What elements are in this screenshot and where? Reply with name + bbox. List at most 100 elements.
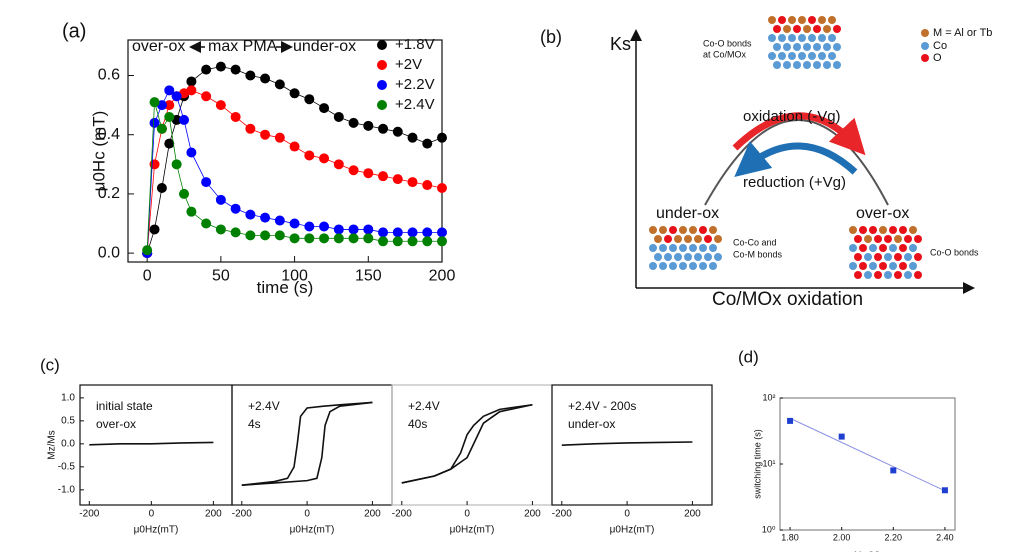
- atom: [704, 253, 712, 261]
- atom: [783, 43, 791, 51]
- atom: [768, 34, 776, 42]
- x-tick-label: 0: [464, 509, 470, 520]
- atom: [884, 271, 892, 279]
- y-axis-label: Mz/Ms: [47, 430, 58, 459]
- data-point: [319, 153, 330, 164]
- atom: [909, 262, 917, 270]
- x-tick-label: -200: [232, 509, 252, 520]
- reduction-arrow: [734, 141, 858, 177]
- y-axis-label: Ks: [610, 34, 631, 54]
- data-point: [319, 233, 330, 244]
- data-point: [392, 227, 403, 238]
- data-point: [392, 236, 403, 247]
- atom: [689, 262, 697, 270]
- legend-marker: [377, 100, 387, 110]
- atom: [793, 43, 801, 51]
- x-tick-label: 50: [212, 268, 230, 285]
- atom: [854, 271, 862, 279]
- atom: [783, 61, 791, 69]
- atom: [899, 244, 907, 252]
- atom: [879, 262, 887, 270]
- data-point: [319, 221, 330, 232]
- atom: [709, 244, 717, 252]
- atom: [818, 16, 826, 24]
- annotation: +2.4V - 200s: [568, 399, 636, 413]
- data-point: [437, 132, 447, 143]
- atom: [664, 235, 672, 243]
- atom: [914, 253, 922, 261]
- atom: [773, 61, 781, 69]
- data-point: [164, 111, 175, 122]
- data-point: [245, 123, 256, 134]
- data-point: [304, 150, 315, 161]
- atom: [854, 235, 862, 243]
- atom: [788, 34, 796, 42]
- oxidation-label: oxidation (-Vg): [743, 108, 841, 125]
- data-point: [164, 85, 175, 96]
- data-point: [422, 180, 433, 191]
- atom: [828, 34, 836, 42]
- atom: [899, 262, 907, 270]
- atom: [714, 235, 722, 243]
- atom: [849, 244, 857, 252]
- key-dot: [921, 29, 929, 37]
- data-point: [422, 138, 433, 149]
- data-point: [319, 103, 330, 114]
- x-tick-label: 200: [364, 509, 381, 520]
- atom: [894, 253, 902, 261]
- data-point: [392, 174, 403, 185]
- data-point: [230, 64, 241, 75]
- atom: [823, 61, 831, 69]
- oxidation-arrow: [732, 112, 866, 156]
- y-tick-label: 0.5: [61, 416, 75, 427]
- atom: [869, 226, 877, 234]
- x-tick-label: 100: [281, 268, 308, 285]
- x-tick-label: -200: [552, 509, 572, 520]
- atom: [689, 244, 697, 252]
- atom: [894, 271, 902, 279]
- atom: [669, 226, 677, 234]
- energy-curve: [704, 119, 889, 206]
- key-label: O: [933, 52, 942, 64]
- x-axis-label: time (s): [257, 278, 314, 297]
- data-point: [407, 236, 418, 247]
- atom: [659, 262, 667, 270]
- y-axis-label: μ0Hc (mT): [89, 111, 108, 192]
- state-label: under-ox: [656, 205, 719, 222]
- atom: [889, 244, 897, 252]
- data-point: [149, 117, 160, 128]
- atom: [778, 16, 786, 24]
- legend-marker: [377, 80, 387, 90]
- x-axis-label: Co/MOx oxidation: [712, 289, 863, 310]
- data-point: [407, 177, 418, 188]
- atom: [674, 253, 682, 261]
- atom: [773, 25, 781, 33]
- atom: [914, 271, 922, 279]
- atom: [669, 262, 677, 270]
- x-tick-label: 0: [143, 268, 152, 285]
- atom: [679, 226, 687, 234]
- y-tick-label: 10⁰: [762, 524, 776, 534]
- atom: [849, 262, 857, 270]
- atom: [879, 244, 887, 252]
- data-point: [407, 227, 418, 238]
- data-point: [171, 159, 182, 170]
- x-axis-label: μ0Hz(mT): [610, 525, 655, 536]
- atom: [694, 253, 702, 261]
- data-point: [378, 171, 389, 182]
- reduction-label: reduction (+Vg): [743, 174, 846, 191]
- y-tick-label: 0.2: [98, 185, 120, 202]
- atom: [833, 43, 841, 51]
- atom: [684, 253, 692, 261]
- atom: [788, 16, 796, 24]
- x-tick-label: 2.20: [885, 532, 903, 542]
- data-point: [171, 91, 182, 102]
- atom-stacks: [649, 16, 929, 279]
- data-point: [363, 168, 374, 179]
- atom: [699, 244, 707, 252]
- data-point: [378, 236, 389, 247]
- atom: [788, 52, 796, 60]
- atom: [689, 226, 697, 234]
- atom: [798, 34, 806, 42]
